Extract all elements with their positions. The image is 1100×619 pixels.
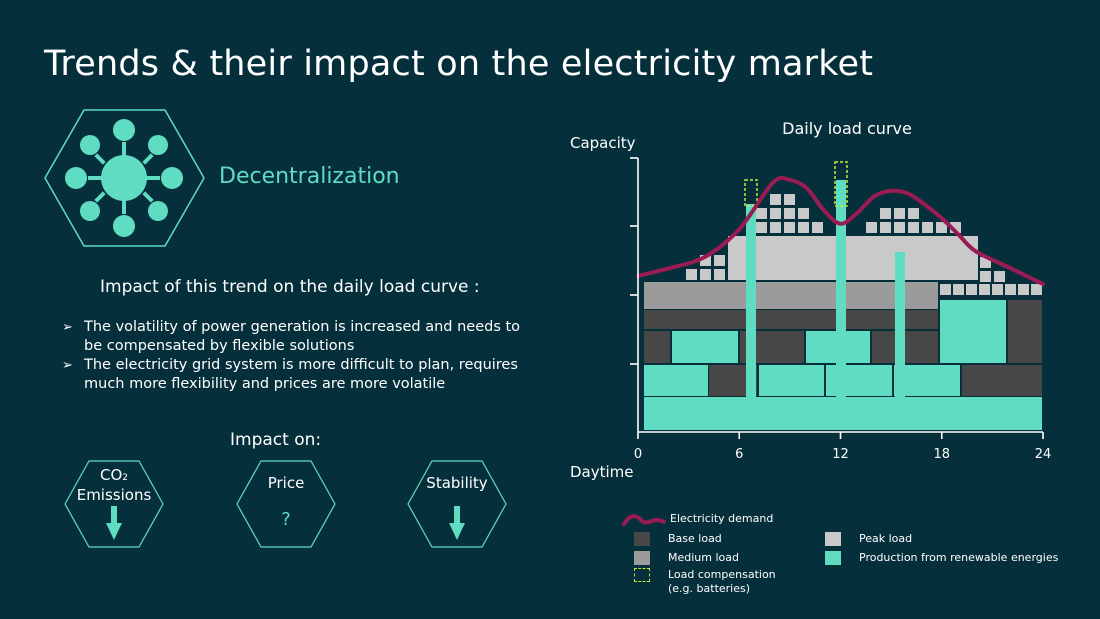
bullet-text: The electricity grid system is more diff…	[84, 357, 518, 392]
question-mark-indicator: ?	[281, 509, 291, 530]
renewable-block	[672, 331, 738, 363]
x-tick-label: 24	[1035, 447, 1052, 462]
renewable-spike	[746, 204, 756, 397]
impact-bullet-list: ➢ The volatility of power generation is …	[62, 318, 532, 394]
hexagon-frame-icon	[236, 460, 336, 548]
demand-wave-icon	[622, 514, 666, 526]
bullet-item: ➢ The volatility of power generation is …	[62, 318, 532, 356]
renewable-block	[644, 397, 1042, 430]
hexagon-frame-icon	[64, 460, 164, 548]
load-compensation-swatch	[634, 568, 650, 582]
load-compensation-box	[744, 179, 758, 207]
impact-heading: Impact of this trend on the daily load c…	[100, 277, 480, 297]
renewable-block	[940, 300, 1006, 363]
base-load-swatch	[634, 532, 650, 546]
load-compensation-box	[834, 161, 848, 207]
x-tick-label: 12	[832, 447, 849, 462]
renewable-block	[759, 365, 824, 396]
impact-on-heading: Impact on:	[230, 430, 322, 450]
impact-card-co2: CO2 Emissions	[63, 459, 165, 549]
arrow-bullet-icon: ➢	[62, 320, 73, 335]
base-load-block	[962, 365, 1042, 396]
trend-name: Decentralization	[219, 164, 400, 189]
renewable-swatch	[825, 551, 841, 565]
x-axis-label: Daytime	[570, 463, 634, 481]
impact-label-stability: Stability	[426, 474, 488, 492]
x-tick-label: 0	[634, 447, 642, 462]
medium-load-swatch	[634, 551, 650, 565]
base-load-block	[1008, 300, 1042, 363]
x-tick-label: 18	[933, 447, 950, 462]
y-axis-label: Capacity	[570, 134, 636, 152]
x-tick-label: 6	[735, 447, 743, 462]
bullet-text: The volatility of power generation is in…	[84, 319, 521, 354]
impact-label-co2: CO2 Emissions	[76, 466, 152, 504]
bullet-item: ➢ The electricity grid system is more di…	[62, 356, 532, 394]
electricity-demand-line	[636, 175, 1045, 287]
page-title: Trends & their impact on the electricity…	[44, 44, 874, 84]
impact-card-price: Price ?	[235, 459, 337, 549]
impact-card-stability: Stability	[406, 459, 508, 549]
decentralization-network-icon	[44, 109, 205, 247]
down-arrow-icon	[449, 506, 465, 540]
chart-svg: Daily load curve Capacity Daytime	[570, 119, 1051, 481]
medium-load-block	[644, 282, 938, 309]
chart-title: Daily load curve	[782, 119, 912, 138]
base-load-block	[644, 331, 670, 363]
peak-load-block	[728, 236, 978, 280]
renewable-block	[644, 365, 708, 396]
hexagon-frame-icon	[407, 460, 507, 548]
down-arrow-icon	[106, 506, 122, 540]
arrow-bullet-icon: ➢	[62, 358, 73, 373]
daily-load-chart: Daily load curve Capacity Daytime	[560, 110, 1080, 494]
base-load-block	[644, 310, 938, 329]
peak-load-swatch	[825, 532, 841, 546]
x-tick-group: 0 6 12 18 24	[634, 432, 1051, 462]
impact-label-price: Price	[267, 474, 305, 492]
renewable-spike	[836, 180, 846, 397]
peak-load-squares	[940, 284, 1042, 295]
load-blocks	[644, 161, 1042, 430]
renewable-spike	[895, 252, 905, 397]
renewable-block	[826, 365, 892, 396]
